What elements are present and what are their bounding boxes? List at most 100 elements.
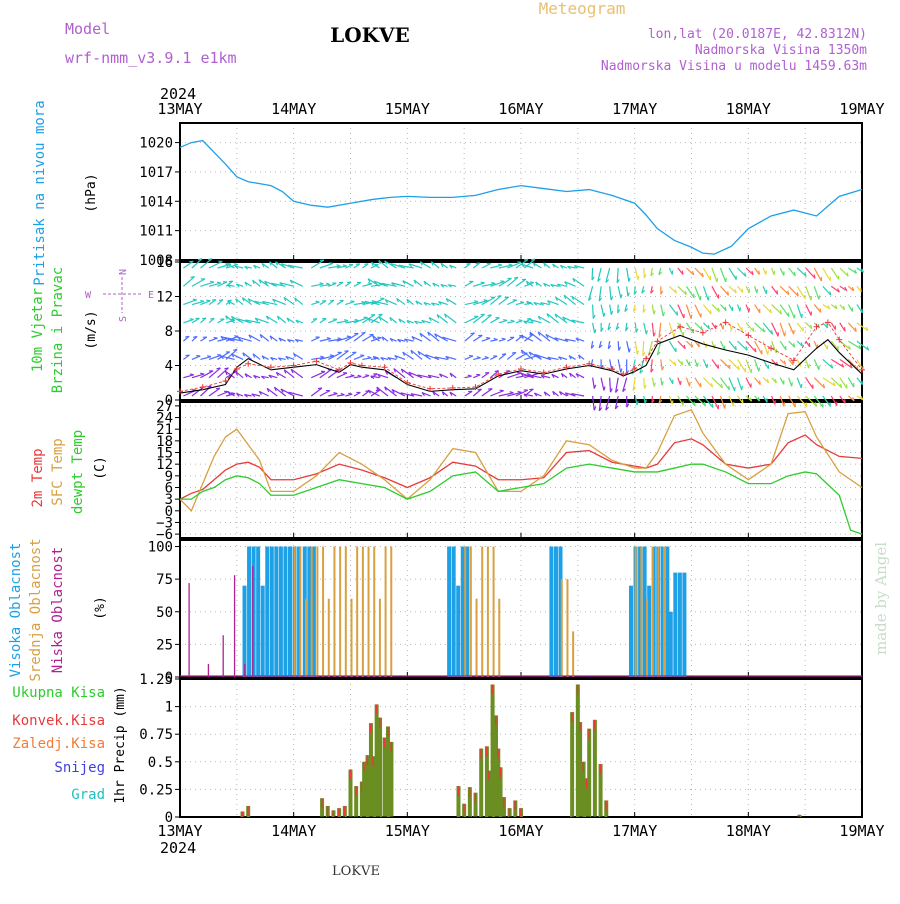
wind-arrow [669, 341, 676, 352]
wind-arrow-head [377, 337, 381, 338]
pressure-unit: (hPa) [84, 173, 99, 212]
wind-arrow [806, 359, 809, 368]
year-bottom: 2024 [160, 839, 196, 857]
y-tick-label: 1017 [139, 165, 173, 181]
precip-conv-mark [390, 742, 392, 752]
wind-arrow-head [717, 278, 718, 282]
wind-arrow [320, 391, 330, 396]
wind-arrow [686, 305, 691, 319]
cloud-high-bar [673, 573, 677, 677]
wind-arrow [789, 378, 792, 387]
precip-bar [587, 729, 591, 817]
cloud-title-high: Visoka Oblacnost [8, 543, 24, 678]
wind-arrow-head [699, 343, 700, 347]
wind-arrow-head [210, 318, 214, 319]
wind-arrow [729, 378, 735, 391]
wind-arrow [507, 352, 516, 359]
wind-arrow [814, 359, 819, 369]
y-tick-label: 25 [156, 637, 173, 653]
legend-grad: Grad [71, 787, 105, 803]
date-label-top: 13MAY [157, 100, 202, 118]
wind-arrow [780, 305, 789, 317]
wind-arrow-head [638, 276, 639, 280]
precip-conv-mark [571, 712, 573, 722]
precip-conv-mark [332, 810, 334, 817]
precip-conv-mark [370, 723, 372, 733]
wind-arrow-head [862, 381, 863, 385]
wind-arrow [362, 284, 371, 287]
wind-arrow [482, 389, 492, 396]
wind-arrow-head [185, 336, 189, 337]
date-label-bottom: 18MAY [726, 822, 771, 840]
wind-arrow [703, 286, 708, 300]
wind-arrow [435, 334, 448, 341]
cloud-high-bar [447, 547, 451, 677]
wind-arrow-head [621, 369, 622, 373]
wind-arrow [209, 338, 218, 341]
date-label-top: 17MAY [612, 100, 657, 118]
compass-s: S [118, 316, 129, 322]
model-label: Model [65, 20, 110, 38]
y-tick-label: 1014 [139, 194, 173, 210]
wind-arrow [473, 335, 482, 341]
wind-arrow-head [186, 355, 190, 356]
wind-arrow [806, 378, 813, 389]
wind-arrow-head [318, 388, 322, 389]
precip-conv-mark [475, 793, 477, 803]
wind-arrow [610, 286, 611, 300]
wind-arrow [755, 341, 762, 354]
precip-conv-mark [338, 808, 340, 817]
cloud-high-bar [265, 547, 269, 677]
wind-arrow [703, 378, 712, 387]
precip-conv-mark [500, 767, 502, 777]
cloud-high-bar [682, 573, 686, 677]
wind-arrow [729, 359, 739, 369]
date-label-bottom: 13MAY [157, 822, 202, 840]
wind-arrow-head [210, 281, 214, 282]
wind-arrow-head [498, 264, 502, 265]
wind-arrow [746, 341, 756, 352]
precip-conv-mark [242, 811, 244, 817]
wind-arrow-head [654, 383, 655, 387]
precip-conv-mark [321, 798, 323, 808]
wind-arrow [806, 268, 815, 278]
precip-conv-mark [488, 771, 490, 781]
wind-arrow-head [757, 289, 758, 293]
date-label-bottom: 15MAY [385, 822, 430, 840]
wind-arrow [780, 286, 789, 294]
cloud-high-bar [261, 586, 265, 677]
wind-arrow [345, 376, 354, 378]
panels: 100810111014101710200481216−6−3036912151… [139, 100, 884, 840]
precip-conv-mark [577, 685, 579, 695]
wind-arrow-head [759, 271, 760, 275]
cloud-high-bar [643, 547, 647, 677]
wind-arrow [686, 323, 693, 333]
wind-arrow [652, 323, 653, 336]
date-label-bottom: 14MAY [271, 822, 316, 840]
wind-arrow-head [343, 265, 347, 266]
gust-marker [541, 369, 547, 375]
precip-conv-mark [583, 762, 585, 772]
cloud-high-bar [549, 547, 553, 677]
wind-arrow-head [729, 386, 730, 390]
wind-arrow-head [332, 283, 336, 284]
cloud-high-bar [274, 547, 278, 677]
wind-arrow [738, 378, 742, 390]
wind-arrow-head [518, 391, 522, 392]
precip-bar [578, 722, 582, 817]
wind-arrow-head [531, 259, 535, 260]
wind-arrow-head [207, 356, 211, 357]
wind-arrow [652, 378, 654, 387]
wind-arrow-head [484, 300, 488, 301]
wind-arrow [678, 286, 686, 294]
wind-arrow-head [794, 272, 795, 276]
precip-conv-mark [469, 787, 471, 797]
wind-arrow [712, 268, 717, 282]
precip-title: 1hr Precip (mm) [113, 686, 128, 803]
wind-arrow-head [674, 333, 675, 337]
wind-arrow [652, 305, 654, 315]
precip-conv-mark [600, 764, 602, 774]
precip-conv-mark [363, 762, 365, 772]
wind-arrow-head [338, 338, 342, 339]
wind-arrow-head [768, 351, 769, 355]
